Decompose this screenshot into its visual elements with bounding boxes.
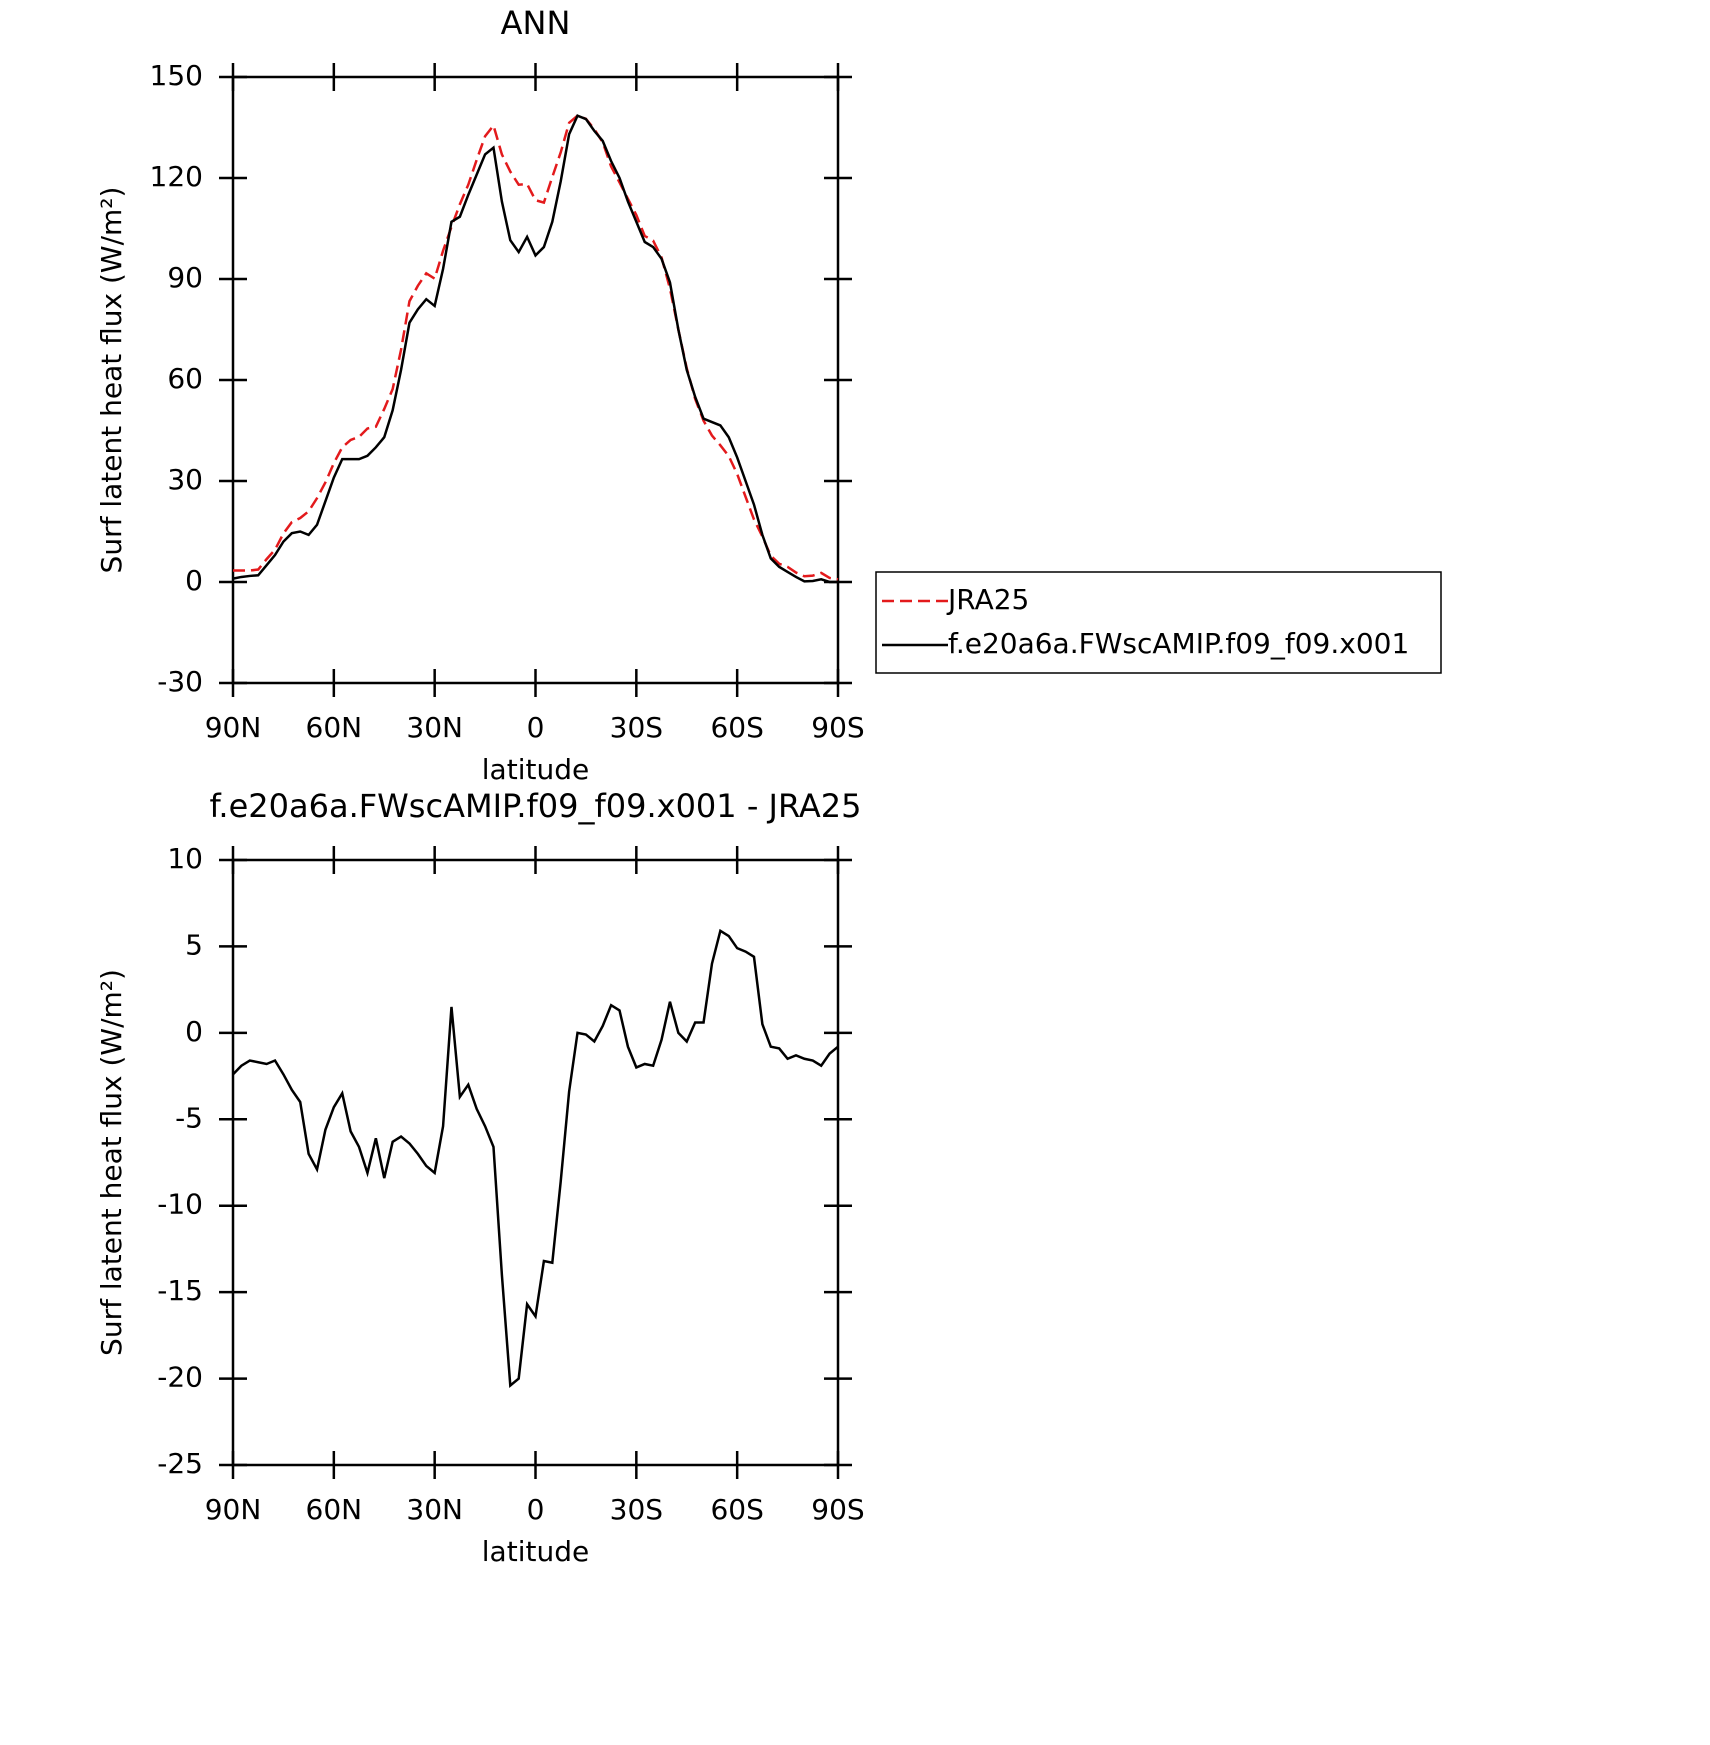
x-tick-label: 0 <box>527 1493 545 1526</box>
y-tick-label: -15 <box>157 1274 203 1307</box>
x-tick-label: 30S <box>610 1493 663 1526</box>
data-line <box>232 928 839 1388</box>
x-tick-label: 60N <box>306 711 363 744</box>
chart-title: f.e20a6a.FWscAMIP.f09_f09.x001 - JRA25 <box>209 787 861 825</box>
y-tick-label: 0 <box>185 1015 203 1048</box>
x-tick-label: 30S <box>610 711 663 744</box>
x-tick-label: 0 <box>527 711 545 744</box>
y-tick-label: -25 <box>157 1447 203 1480</box>
y-tick-label: -30 <box>157 665 203 698</box>
y-axis-label: Surf latent heat flux (W/m²) <box>95 969 128 1356</box>
y-tick-label: 90 <box>167 261 203 294</box>
plot-frame <box>231 858 840 1467</box>
x-axis-label: latitude <box>482 1535 589 1568</box>
data-line <box>232 114 838 584</box>
legend-label: JRA25 <box>946 583 1029 616</box>
chart-title: ANN <box>501 4 571 42</box>
y-tick-label: 5 <box>185 928 203 961</box>
x-tick-label: 60S <box>710 711 763 744</box>
y-tick-label: -10 <box>157 1188 203 1221</box>
y-tick-label: -5 <box>175 1101 203 1134</box>
y-tick-label: 150 <box>150 59 203 92</box>
x-tick-label: 60S <box>710 1493 763 1526</box>
plot-frame <box>231 75 840 685</box>
x-tick-label: 30N <box>406 711 463 744</box>
x-tick-label: 90S <box>811 1493 864 1526</box>
legend-box <box>875 571 1442 674</box>
x-tick-label: 90N <box>205 1493 262 1526</box>
y-tick-label: 10 <box>167 842 203 875</box>
x-axis-label: latitude <box>482 753 589 786</box>
y-tick-label: 60 <box>167 362 203 395</box>
x-tick-label: 90N <box>205 711 262 744</box>
y-tick-label: 30 <box>167 463 203 496</box>
legend-label: f.e20a6a.FWscAMIP.f09_f09.x001 <box>948 627 1409 660</box>
y-tick-label: 120 <box>150 160 203 193</box>
x-tick-label: 90S <box>811 711 864 744</box>
data-line <box>233 114 839 581</box>
x-tick-label: 60N <box>306 1493 363 1526</box>
y-axis-label: Surf latent heat flux (W/m²) <box>95 187 128 574</box>
x-tick-label: 30N <box>406 1493 463 1526</box>
y-tick-label: 0 <box>185 564 203 597</box>
y-tick-label: -20 <box>157 1361 203 1394</box>
